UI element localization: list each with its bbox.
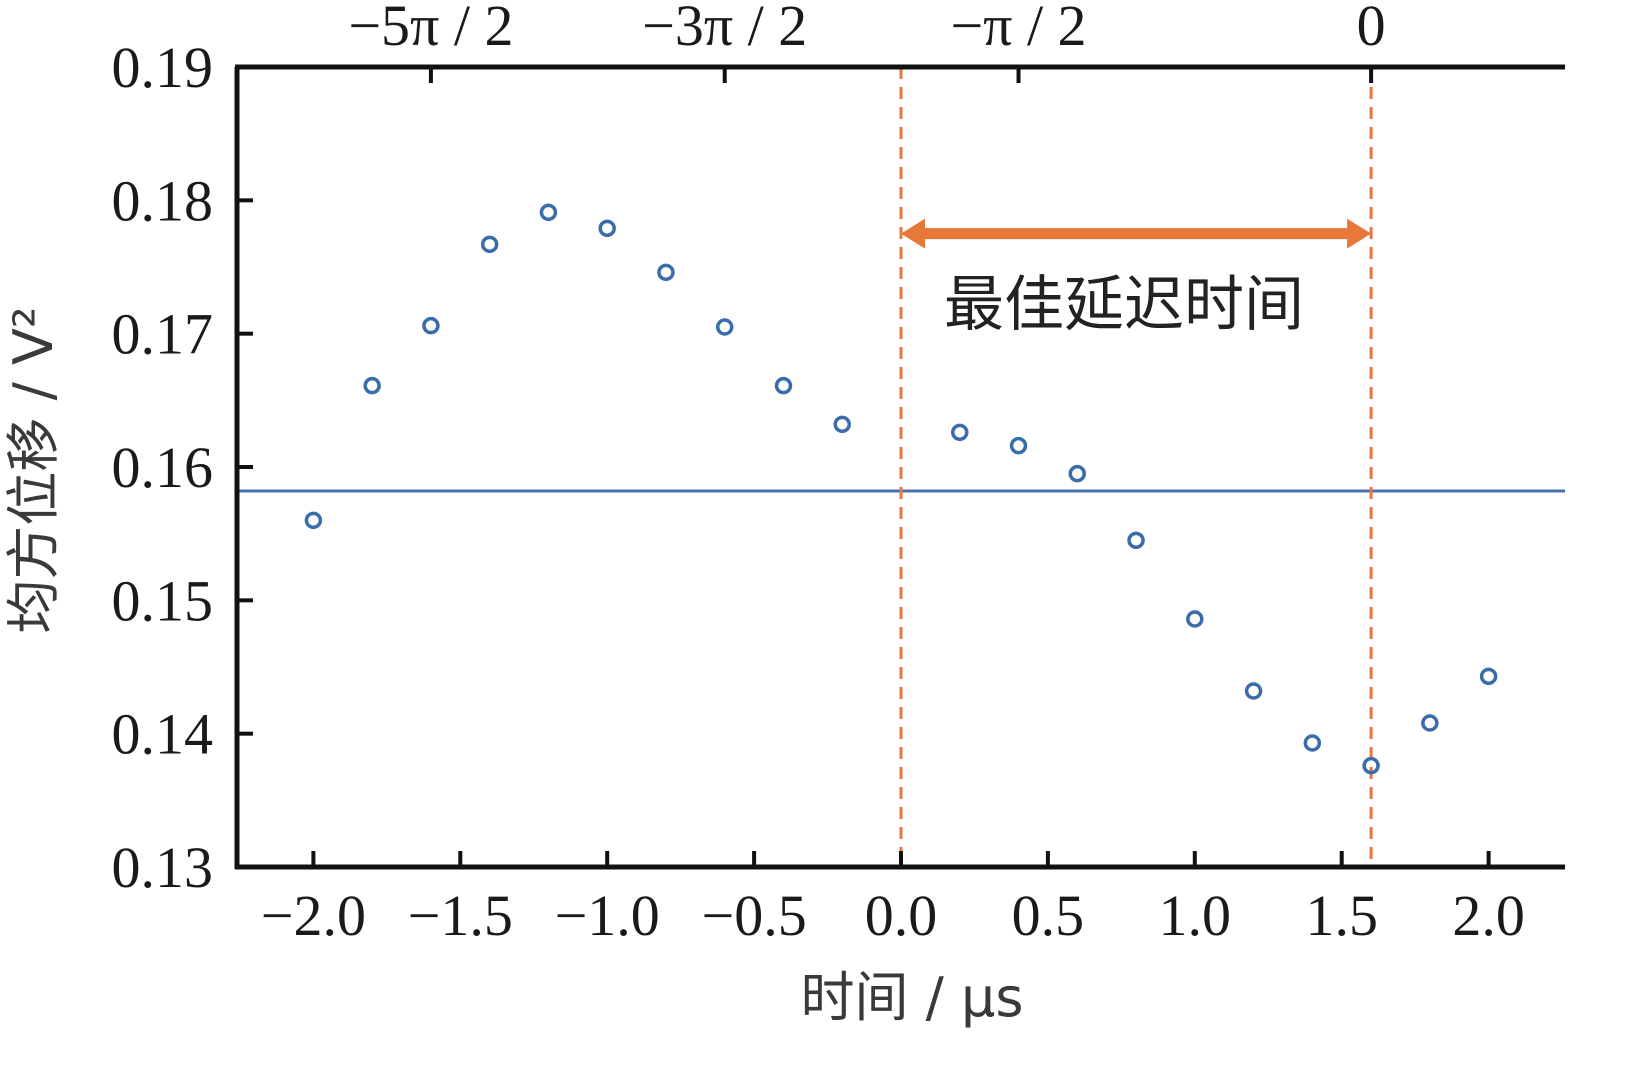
data-point bbox=[774, 376, 793, 395]
data-point bbox=[1479, 667, 1498, 686]
delay-arrow-layer bbox=[901, 218, 1372, 249]
x-tick-label: 0.5 bbox=[1012, 883, 1085, 948]
data-point bbox=[833, 415, 851, 434]
top-tick-label: −3π / 2 bbox=[642, 0, 807, 58]
data-point bbox=[1303, 734, 1322, 752]
data-point bbox=[951, 423, 969, 442]
data-point bbox=[304, 511, 323, 530]
delay-boundary-lines bbox=[899, 67, 1373, 867]
y-axis-title: 均方位移 / V² bbox=[2, 306, 65, 633]
data-point bbox=[1421, 714, 1439, 732]
data-point bbox=[1186, 610, 1204, 628]
data-point bbox=[1068, 464, 1087, 483]
data-point bbox=[657, 263, 675, 282]
y-tick-label: 0.16 bbox=[112, 435, 214, 500]
x-tick-label: 2.0 bbox=[1452, 883, 1525, 948]
top-tick-label: 0 bbox=[1357, 0, 1386, 58]
x-tick-label: −1.5 bbox=[408, 883, 513, 948]
annotation-label: 最佳延迟时间 bbox=[944, 270, 1304, 340]
y-tick-label: 0.14 bbox=[112, 702, 214, 767]
y-tick-label: 0.17 bbox=[112, 302, 214, 367]
data-point bbox=[422, 316, 440, 335]
y-tick-label: 0.18 bbox=[112, 168, 214, 233]
x-ticks: −2.0 −1.5 −1.0 −0.5 0.0 0.5 1.0 1.5 2.0 bbox=[261, 851, 1525, 948]
data-point bbox=[1009, 436, 1028, 455]
y-ticks: 0.13 0.14 0.15 0.16 0.17 0.18 0.19 bbox=[112, 35, 253, 900]
top-phase-ticks: −5π / 2 −3π / 2 −π / 2 0 bbox=[348, 0, 1386, 83]
y-tick-label: 0.13 bbox=[112, 835, 214, 900]
data-points-layer bbox=[304, 203, 1498, 775]
y-tick-label: 0.15 bbox=[112, 568, 214, 633]
x-axis-title: 时间 / μs bbox=[800, 966, 1023, 1029]
data-point bbox=[598, 219, 616, 238]
data-point bbox=[539, 203, 558, 222]
data-point bbox=[1127, 531, 1145, 550]
x-tick-label: −0.5 bbox=[701, 883, 806, 948]
x-tick-label: 0.0 bbox=[865, 883, 938, 948]
data-point bbox=[1362, 756, 1380, 775]
top-tick-label: −π / 2 bbox=[950, 0, 1086, 58]
data-point bbox=[1244, 682, 1263, 700]
x-tick-label: −2.0 bbox=[261, 883, 366, 948]
y-tick-label: 0.19 bbox=[112, 35, 214, 100]
data-point bbox=[715, 318, 734, 336]
data-point bbox=[363, 376, 381, 395]
x-tick-label: 1.5 bbox=[1305, 883, 1378, 948]
arrow-head-left bbox=[901, 218, 925, 249]
arrow-head-right bbox=[1347, 218, 1372, 249]
top-tick-label: −5π / 2 bbox=[348, 0, 513, 58]
x-tick-label: −1.0 bbox=[555, 883, 660, 948]
x-tick-label: 1.0 bbox=[1159, 883, 1232, 948]
data-point bbox=[480, 235, 499, 254]
